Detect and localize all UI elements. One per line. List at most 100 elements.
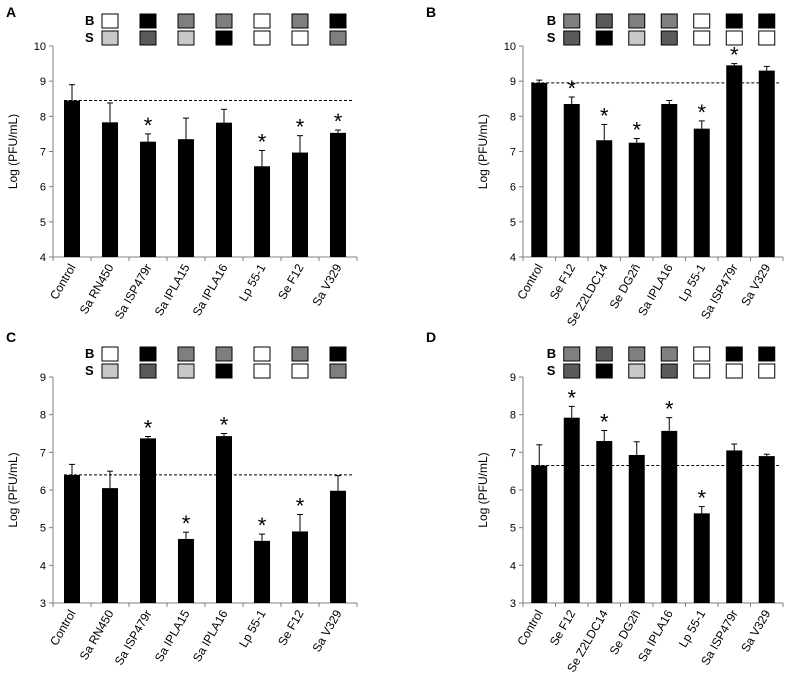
x-tick-label: Se DG2ñ: [607, 262, 644, 312]
y-tick-label: 7: [510, 147, 516, 159]
y-tick-label: 9: [40, 76, 46, 88]
legend-row-label: B: [85, 13, 94, 28]
significance-marker: *: [220, 413, 229, 438]
legend-box-b: [177, 346, 195, 362]
x-tick-label: Control: [47, 608, 78, 649]
significance-marker: *: [600, 409, 609, 434]
legend-box-b: [215, 346, 233, 362]
bar: [64, 100, 80, 257]
significance-marker: *: [334, 109, 343, 134]
bar: [330, 490, 346, 603]
legend-box-s: [693, 30, 711, 46]
bar: [596, 441, 613, 603]
x-tick-label: Se F12: [547, 261, 579, 302]
x-tick-label: Se F12: [275, 261, 307, 302]
legend-box-b: [101, 13, 119, 29]
legend-box-s: [628, 30, 646, 46]
bar: [758, 456, 775, 603]
legend-box-b: [628, 13, 646, 29]
bar: [102, 488, 118, 603]
legend-box-b: [693, 13, 711, 29]
y-tick-label: 5: [510, 523, 516, 535]
y-axis-label: Log (PFU/mL): [6, 452, 20, 527]
legend-row-label: B: [547, 346, 556, 361]
significance-marker: *: [296, 493, 305, 518]
legend-box-s: [595, 363, 613, 379]
bar: [254, 540, 270, 603]
bar: [596, 140, 613, 257]
legend-box-s: [253, 30, 271, 46]
bar: [661, 430, 678, 603]
x-tick-label: Sa V329: [738, 261, 773, 308]
y-tick-label: 7: [40, 147, 46, 159]
legend-box-b: [693, 346, 711, 362]
legend-box-b: [758, 346, 776, 362]
significance-marker: *: [567, 385, 576, 410]
bar: [64, 474, 80, 603]
legend-box-b: [563, 13, 581, 29]
legend-row-label: B: [85, 346, 94, 361]
legend-row-label: S: [547, 363, 556, 378]
treatment-legend: BS: [85, 346, 347, 379]
significance-marker: *: [600, 103, 609, 128]
bar: [254, 166, 270, 257]
bar: [758, 70, 775, 257]
bar: [693, 513, 710, 603]
x-tick-label: Control: [47, 262, 78, 303]
x-tick-label: Se F12: [275, 607, 307, 648]
treatment-legend: BS: [547, 346, 776, 379]
y-tick-label: 10: [504, 41, 516, 53]
significance-marker: *: [182, 511, 191, 536]
x-tick-label: Sa V329: [738, 607, 773, 654]
x-tick-label: Control: [514, 262, 545, 303]
x-tick-label: Se DG2ñ: [607, 608, 644, 658]
y-tick-label: 5: [40, 217, 46, 229]
x-tick-label: Lp 55-1: [236, 261, 269, 304]
y-tick-label: 7: [510, 447, 516, 459]
bar: [178, 139, 194, 257]
x-tick-label: Sa IPLA16: [190, 261, 231, 318]
legend-box-s: [101, 363, 119, 379]
legend-box-b: [329, 346, 347, 362]
panel-label: A: [6, 4, 16, 20]
x-tick-label: Sa V329: [309, 261, 344, 308]
legend-box-s: [177, 363, 195, 379]
y-tick-label: 9: [40, 372, 46, 384]
x-tick-label: Lp 55-1: [676, 261, 709, 304]
legend-box-s: [215, 363, 233, 379]
x-tick-label: Sa IPLA15: [152, 607, 193, 664]
legend-box-s: [101, 30, 119, 46]
treatment-legend: BS: [547, 13, 776, 46]
bar: [661, 104, 678, 258]
significance-marker: *: [632, 117, 641, 142]
legend-box-b: [139, 13, 157, 29]
y-tick-label: 3: [510, 598, 516, 610]
bar: [140, 141, 156, 257]
bar: [726, 450, 743, 603]
legend-box-s: [329, 363, 347, 379]
legend-box-b: [139, 346, 157, 362]
x-tick-label: Se F12: [547, 607, 579, 648]
significance-marker: *: [567, 76, 576, 101]
panel-b: B Log (PFU/mL) 4 5 6 7 8 9 10 * * * * * Control Se F12 S…: [426, 4, 784, 329]
bar: [292, 531, 308, 603]
significance-marker: *: [144, 113, 153, 138]
significance-marker: *: [144, 416, 153, 441]
legend-box-b: [660, 13, 678, 29]
y-tick-label: 6: [40, 182, 46, 194]
legend-row-label: S: [85, 363, 94, 378]
y-tick-label: 7: [40, 447, 46, 459]
legend-box-s: [693, 363, 711, 379]
legend-box-s: [725, 30, 743, 46]
bar: [292, 152, 308, 257]
legend-box-b: [177, 13, 195, 29]
legend-row-label: S: [85, 30, 94, 45]
y-tick-label: 5: [40, 523, 46, 535]
legend-box-b: [563, 346, 581, 362]
y-tick-label: 6: [510, 182, 516, 194]
y-tick-label: 6: [40, 485, 46, 497]
legend-box-b: [253, 346, 271, 362]
legend-box-b: [253, 13, 271, 29]
